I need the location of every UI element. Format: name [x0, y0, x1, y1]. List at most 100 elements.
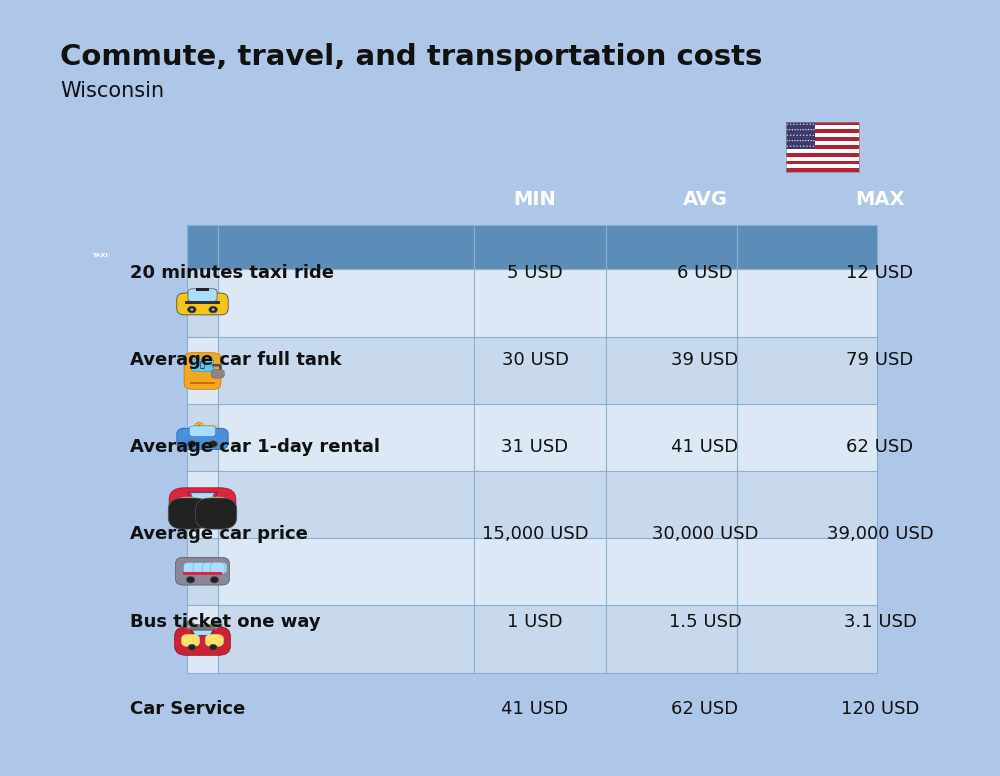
Text: 30 USD: 30 USD — [502, 351, 568, 369]
Circle shape — [787, 146, 788, 147]
Circle shape — [195, 423, 203, 429]
Text: 62 USD: 62 USD — [671, 700, 739, 718]
Bar — [196, 288, 209, 291]
Circle shape — [800, 146, 801, 147]
Bar — [786, 133, 859, 137]
Circle shape — [792, 129, 793, 130]
Text: Average car price: Average car price — [130, 525, 308, 543]
Circle shape — [800, 129, 801, 130]
Circle shape — [186, 577, 195, 583]
Circle shape — [793, 123, 795, 125]
Bar — [786, 122, 815, 149]
FancyBboxPatch shape — [202, 563, 217, 573]
Polygon shape — [188, 492, 217, 500]
Circle shape — [197, 424, 201, 428]
FancyBboxPatch shape — [188, 289, 217, 301]
Bar — [185, 301, 220, 303]
Circle shape — [803, 134, 804, 136]
Circle shape — [188, 307, 196, 313]
Circle shape — [214, 625, 218, 628]
FancyBboxPatch shape — [211, 369, 224, 378]
Text: 30,000 USD: 30,000 USD — [652, 525, 758, 543]
FancyBboxPatch shape — [184, 563, 199, 573]
Bar — [187, 269, 218, 337]
Circle shape — [797, 129, 798, 130]
Bar — [786, 137, 859, 141]
Bar — [187, 269, 877, 337]
Text: MAX: MAX — [855, 190, 905, 210]
Text: Commute, travel, and transportation costs: Commute, travel, and transportation cost… — [60, 43, 762, 71]
FancyBboxPatch shape — [168, 498, 209, 529]
Bar — [786, 157, 859, 161]
Circle shape — [794, 129, 796, 130]
Circle shape — [790, 146, 791, 147]
Circle shape — [790, 123, 791, 125]
Circle shape — [809, 134, 811, 136]
Circle shape — [209, 307, 217, 313]
Text: 💧: 💧 — [200, 361, 205, 370]
Circle shape — [210, 577, 219, 583]
Text: 6 USD: 6 USD — [677, 264, 733, 282]
Polygon shape — [192, 630, 213, 636]
FancyBboxPatch shape — [178, 497, 200, 512]
Circle shape — [806, 134, 808, 136]
FancyBboxPatch shape — [205, 497, 227, 512]
Text: 41 USD: 41 USD — [501, 700, 569, 718]
Circle shape — [209, 644, 217, 650]
Circle shape — [786, 140, 788, 141]
Text: 79 USD: 79 USD — [846, 351, 914, 369]
Text: 12 USD: 12 USD — [846, 264, 914, 282]
Bar — [786, 122, 859, 126]
Text: Average car full tank: Average car full tank — [130, 351, 342, 369]
Circle shape — [803, 146, 804, 147]
Bar — [187, 471, 218, 539]
Polygon shape — [191, 493, 214, 499]
Bar — [183, 572, 222, 574]
Circle shape — [813, 140, 815, 141]
Bar — [786, 149, 859, 153]
Text: 20 minutes taxi ride: 20 minutes taxi ride — [130, 264, 334, 282]
Circle shape — [800, 123, 801, 125]
Bar — [187, 404, 218, 471]
Circle shape — [805, 129, 807, 130]
Text: 41 USD: 41 USD — [671, 438, 739, 456]
FancyBboxPatch shape — [196, 498, 237, 529]
Circle shape — [800, 134, 801, 136]
Circle shape — [796, 123, 798, 125]
Bar — [786, 145, 859, 149]
Circle shape — [789, 140, 790, 141]
Bar — [786, 122, 859, 172]
Bar — [187, 605, 877, 673]
Text: 3.1 USD: 3.1 USD — [844, 613, 916, 631]
Circle shape — [787, 134, 788, 136]
Bar — [786, 165, 859, 168]
Circle shape — [211, 308, 215, 311]
Circle shape — [806, 123, 808, 125]
Circle shape — [809, 146, 811, 147]
Circle shape — [793, 134, 795, 136]
Bar — [187, 471, 877, 539]
Bar — [786, 141, 859, 145]
Circle shape — [813, 123, 814, 125]
Circle shape — [190, 308, 194, 311]
Circle shape — [813, 146, 814, 147]
Circle shape — [808, 129, 809, 130]
Bar — [187, 337, 877, 404]
FancyBboxPatch shape — [181, 634, 200, 646]
Polygon shape — [191, 428, 214, 434]
Text: Car Service: Car Service — [130, 700, 245, 718]
Text: 1.5 USD: 1.5 USD — [669, 613, 741, 631]
FancyBboxPatch shape — [193, 563, 208, 573]
Text: 31 USD: 31 USD — [501, 438, 569, 456]
FancyBboxPatch shape — [212, 563, 227, 573]
Circle shape — [797, 140, 798, 141]
Text: Bus ticket one way: Bus ticket one way — [130, 613, 321, 631]
FancyBboxPatch shape — [205, 634, 224, 646]
Circle shape — [789, 129, 790, 130]
Polygon shape — [190, 290, 215, 299]
Text: Wisconsin: Wisconsin — [60, 81, 164, 102]
FancyBboxPatch shape — [191, 359, 214, 372]
Circle shape — [796, 146, 798, 147]
Text: 15,000 USD: 15,000 USD — [482, 525, 588, 543]
Text: 120 USD: 120 USD — [841, 700, 919, 718]
